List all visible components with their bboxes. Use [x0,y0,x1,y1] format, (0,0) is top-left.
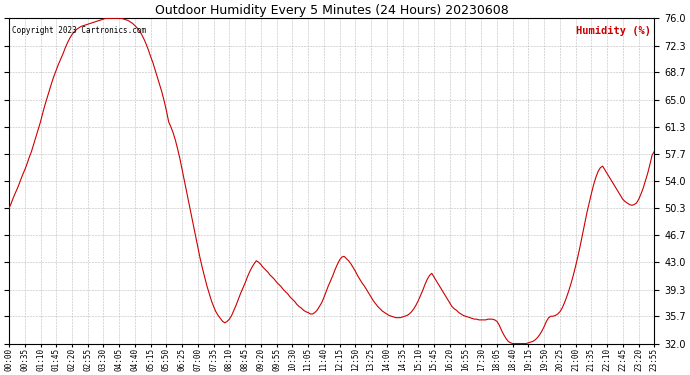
Text: Copyright 2023 Cartronics.com: Copyright 2023 Cartronics.com [12,27,146,36]
Text: Humidity (%): Humidity (%) [576,27,651,36]
Title: Outdoor Humidity Every 5 Minutes (24 Hours) 20230608: Outdoor Humidity Every 5 Minutes (24 Hou… [155,4,509,17]
